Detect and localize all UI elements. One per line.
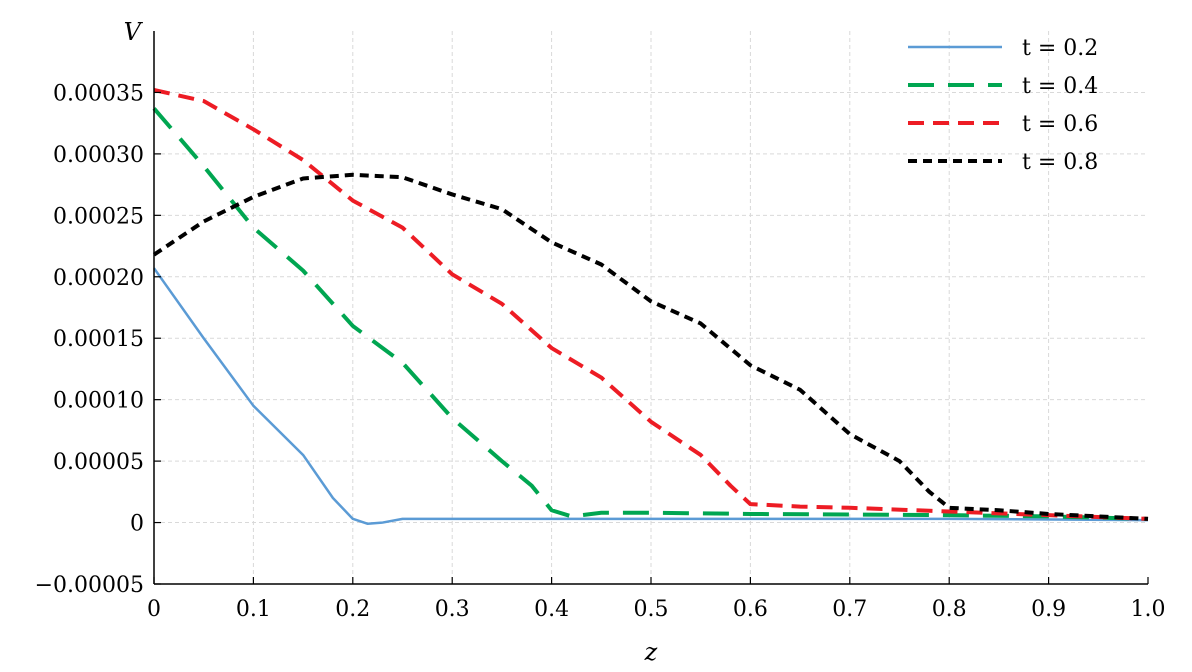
x-tick-label: 0.5 bbox=[634, 597, 669, 622]
x-tick-label: 0 bbox=[147, 597, 161, 622]
x-tick-label: 0.9 bbox=[1031, 597, 1066, 622]
x-tick-label: 0.6 bbox=[733, 597, 768, 622]
y-tick-label: −0.00005 bbox=[35, 573, 144, 598]
x-tick-label: 1.0 bbox=[1131, 597, 1166, 622]
legend-label-4: t = 0.8 bbox=[1022, 150, 1098, 175]
series-line-1 bbox=[152, 267, 1149, 526]
series-line-4 bbox=[152, 172, 1149, 521]
legend-label-1: t = 0.2 bbox=[1022, 36, 1098, 61]
x-axis-title: z bbox=[644, 638, 658, 666]
series-line-2 bbox=[152, 107, 1149, 521]
y-tick-label: 0.00035 bbox=[53, 81, 144, 106]
y-axis-title: V bbox=[124, 18, 144, 46]
y-tick-label: 0 bbox=[130, 512, 144, 537]
x-tick-label: 0.4 bbox=[534, 597, 569, 622]
x-tick-label: 0.8 bbox=[932, 597, 967, 622]
x-tick-label: 0.7 bbox=[832, 597, 867, 622]
series-line-3 bbox=[153, 88, 1149, 521]
y-tick-label: 0.00005 bbox=[53, 450, 144, 475]
y-tick-label: 0.00025 bbox=[53, 204, 144, 229]
x-tick-label: 0.3 bbox=[435, 597, 470, 622]
x-tick-label: 0.1 bbox=[236, 597, 271, 622]
y-tick-label: 0.00030 bbox=[53, 143, 144, 168]
legend-label-2: t = 0.4 bbox=[1022, 74, 1098, 99]
x-tick-label: 0.2 bbox=[335, 597, 370, 622]
legend-label-3: t = 0.6 bbox=[1022, 112, 1098, 137]
y-tick-label: 0.00015 bbox=[53, 327, 144, 352]
y-tick-label: 0.00010 bbox=[53, 389, 144, 414]
y-tick-label: 0.00020 bbox=[53, 266, 144, 291]
